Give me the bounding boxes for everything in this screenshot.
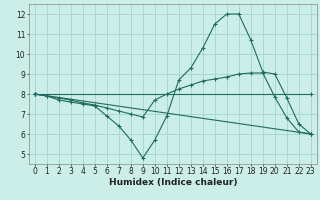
X-axis label: Humidex (Indice chaleur): Humidex (Indice chaleur)	[108, 178, 237, 187]
